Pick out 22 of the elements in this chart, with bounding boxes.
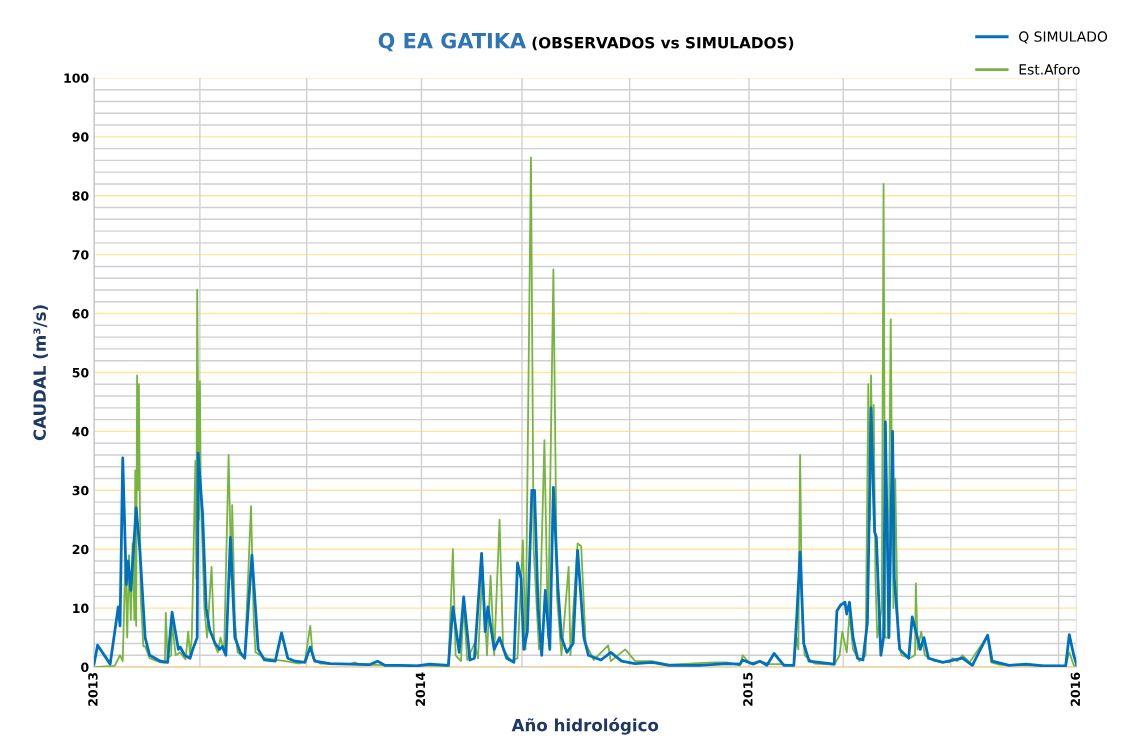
x-tick-label: 2016 bbox=[1070, 672, 1081, 706]
legend-label: Q SIMULADO bbox=[1019, 31, 1108, 44]
y-axis-title: CAUDAL (m³/s) bbox=[33, 305, 48, 441]
y-tick-label: 80 bbox=[72, 191, 89, 201]
y-tick-label: 60 bbox=[72, 309, 89, 319]
y-tick-label: 20 bbox=[72, 544, 89, 555]
chart-subtitle: (OBSERVADOS vs SIMULADOS) bbox=[532, 36, 794, 51]
y-tick-label: 30 bbox=[72, 485, 89, 496]
legend-label: Est.Aforo bbox=[1019, 63, 1080, 75]
x-tick-label: 2014 bbox=[415, 672, 426, 706]
y-tick-label: 100 bbox=[64, 73, 89, 83]
x-tick-label: 2015 bbox=[743, 672, 753, 706]
y-tick-label: 50 bbox=[72, 367, 89, 378]
chart-title: Q EA GATIKA bbox=[378, 32, 526, 52]
y-tick-label: 90 bbox=[72, 132, 89, 142]
y-tick-label: 10 bbox=[73, 603, 89, 614]
line-series bbox=[94, 406, 1077, 668]
y-tick-label: 70 bbox=[72, 250, 89, 260]
y-tick-label: 0 bbox=[81, 662, 89, 672]
x-tick-label: 2013 bbox=[88, 672, 98, 706]
y-tick-label: 40 bbox=[72, 426, 89, 437]
x-axis-title: Año hidrológico bbox=[511, 717, 659, 735]
